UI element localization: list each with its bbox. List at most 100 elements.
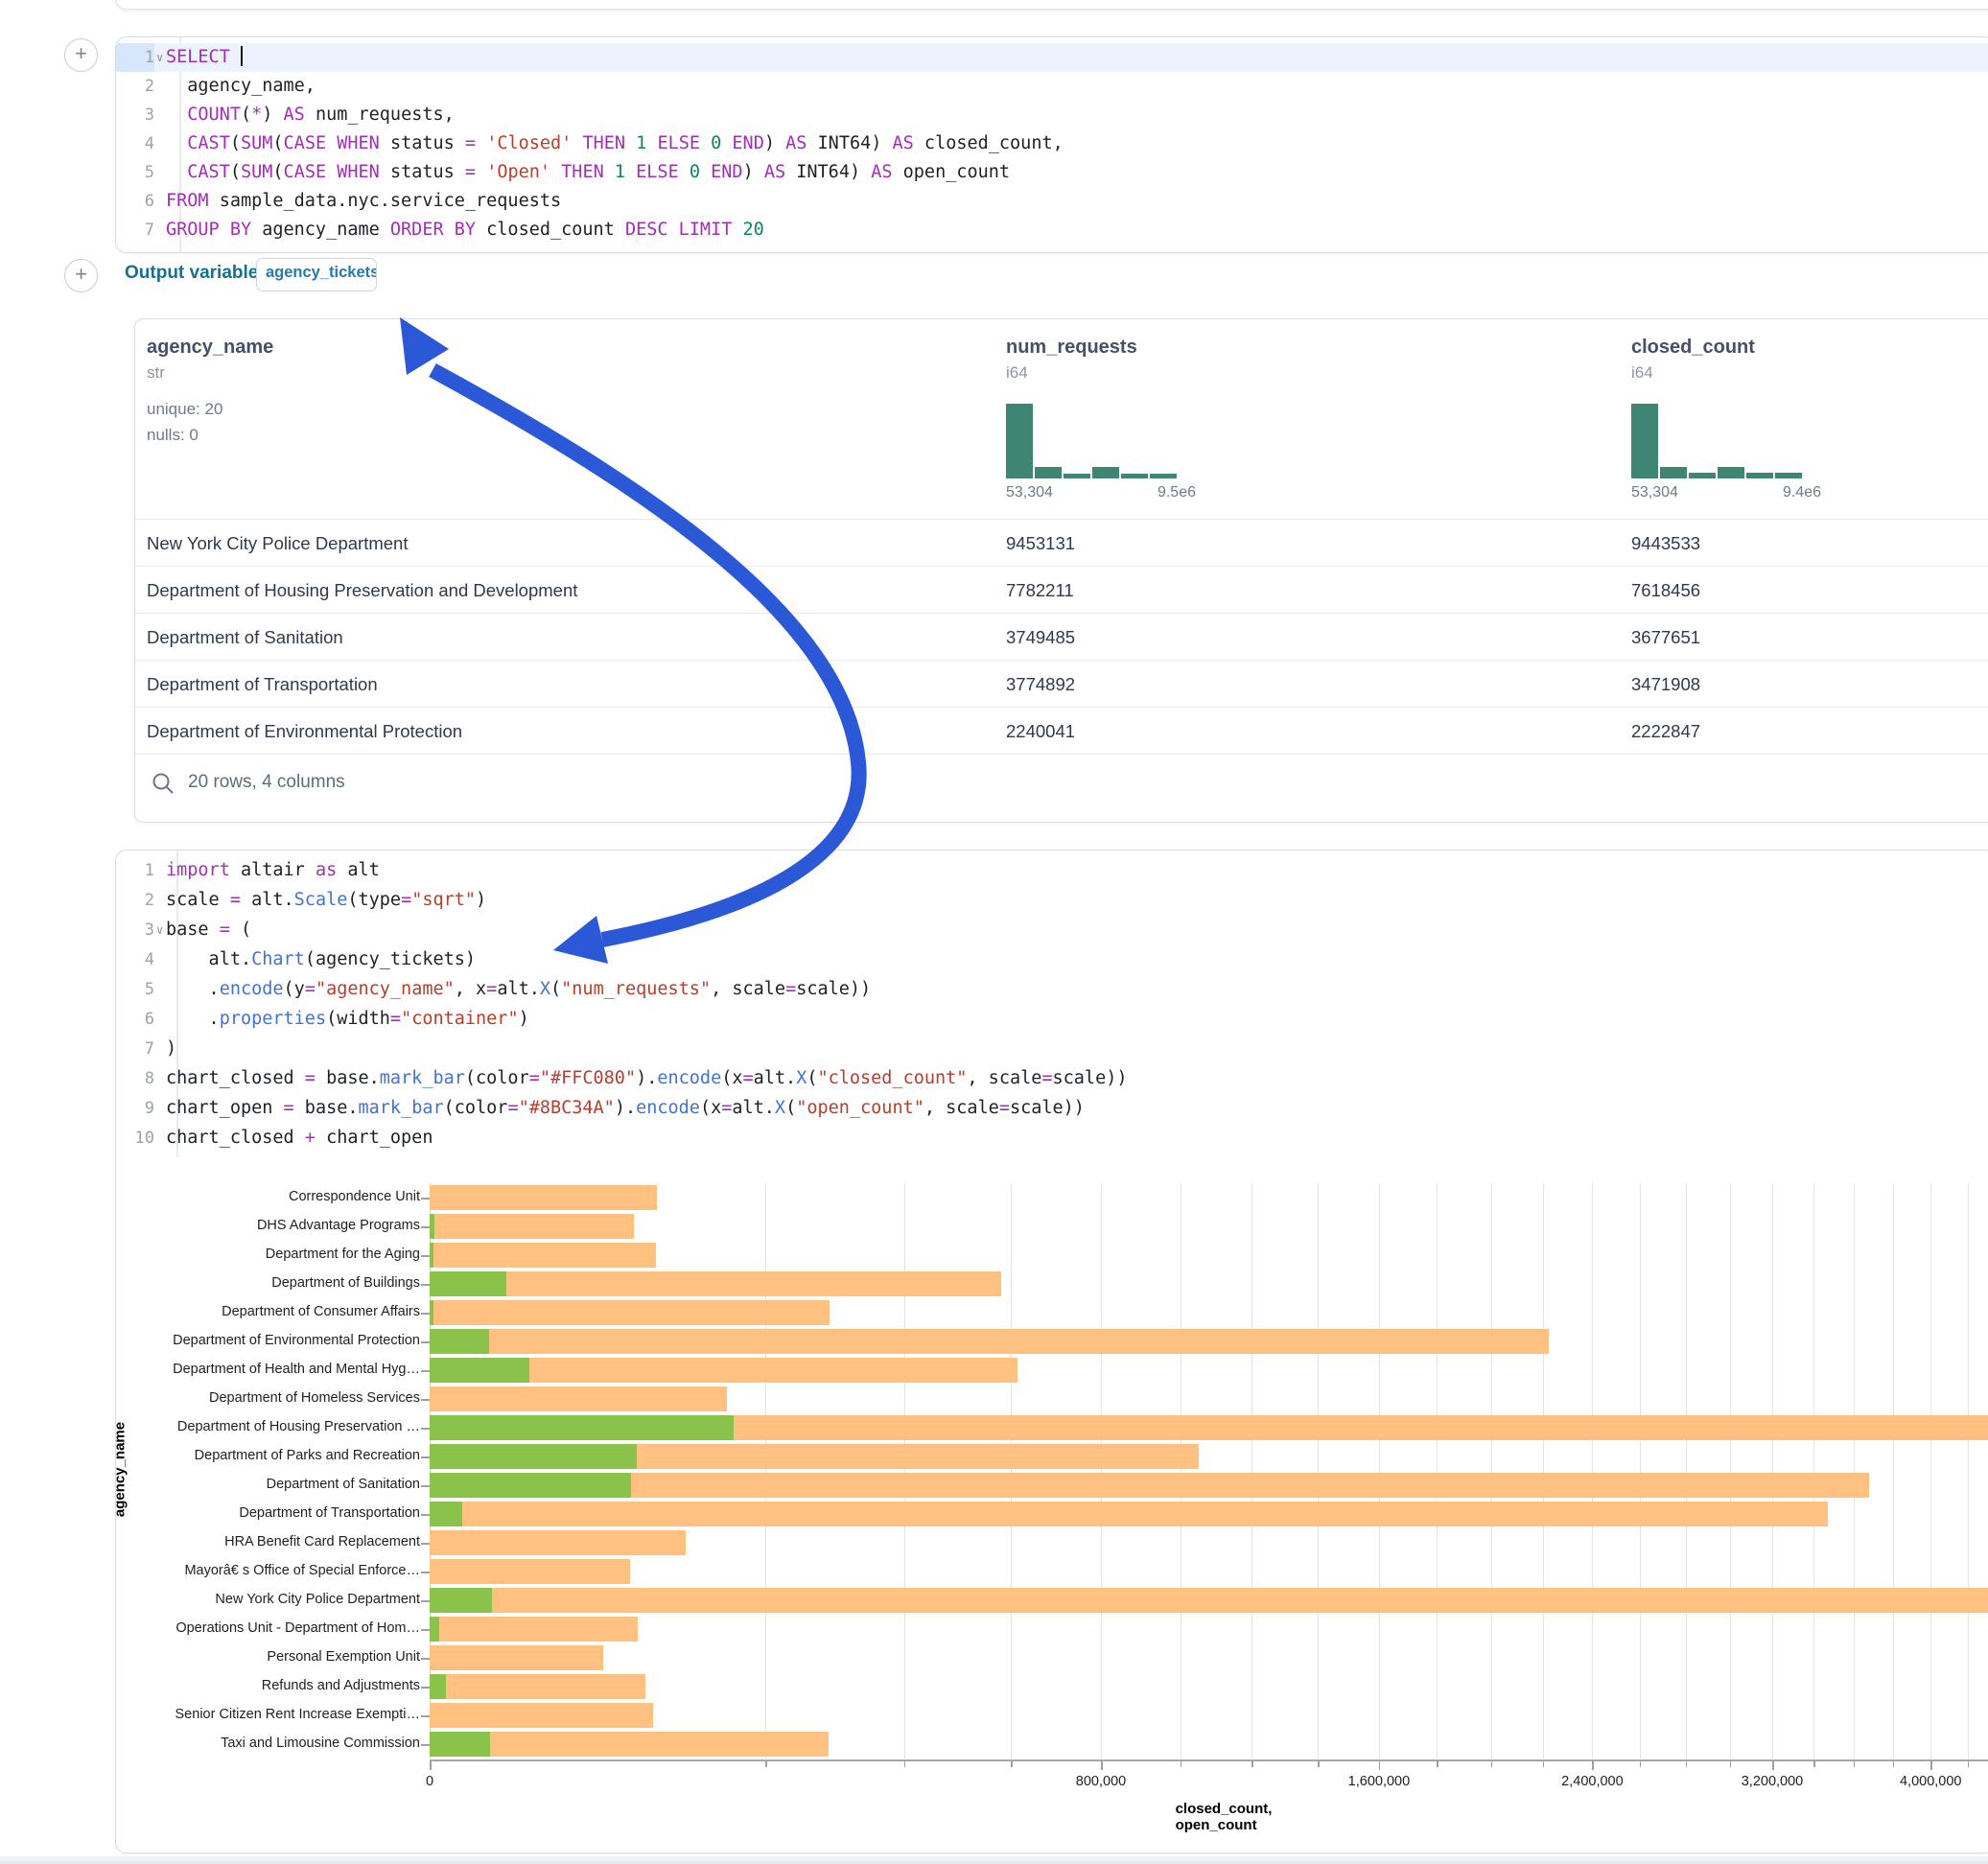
code-line[interactable]: 7): [116, 1035, 1988, 1063]
y-tick: [421, 1284, 430, 1286]
code-line[interactable]: 1 ∨ SELECT: [116, 43, 1988, 72]
table-row[interactable]: Department of Environmental Protection 22…: [135, 707, 1988, 755]
add-cell-button-top[interactable]: +: [64, 38, 98, 72]
column-header-agency_name[interactable]: agency_name: [147, 337, 274, 358]
code-line[interactable]: 9 chart_open = base.mark_bar(color="#8BC3…: [116, 1094, 1988, 1123]
code-line[interactable]: 1 import altair as alt: [116, 856, 1988, 885]
code-line[interactable]: 7 GROUP BY agency_name ORDER BY closed_co…: [116, 216, 1988, 245]
open_count-bar[interactable]: [430, 1329, 490, 1354]
previous-cell-edge: [115, 0, 1988, 10]
histogram-bar: [1035, 467, 1062, 478]
code-token: INT64): [785, 162, 872, 182]
closed_count-bar[interactable]: [430, 1329, 1549, 1354]
add-cell-button-output[interactable]: +: [64, 259, 98, 292]
closed_count-bar[interactable]: [430, 1473, 1869, 1498]
column-histogram[interactable]: [1631, 404, 1802, 478]
table-row[interactable]: Department of Transportation 3774892 34719…: [135, 660, 1988, 708]
code-token: scale: [166, 890, 230, 910]
open_count-bar[interactable]: [430, 1243, 434, 1268]
table-cell: 7618456: [1631, 580, 1701, 600]
table-cell: 9453131: [1006, 533, 1076, 553]
code-token: mark_bar: [379, 1068, 465, 1088]
gridline: [1378, 1183, 1380, 1759]
open_count-bar[interactable]: [430, 1415, 734, 1440]
code-token: base: [166, 920, 220, 940]
open_count-bar[interactable]: [430, 1300, 434, 1325]
code-fold-chevron-icon[interactable]: ∨: [156, 51, 164, 64]
code-token: 0: [689, 162, 700, 182]
code-line[interactable]: 3 ∨ base = (: [116, 916, 1988, 944]
code-fold-chevron-icon[interactable]: ∨: [156, 923, 164, 937]
python-cell: 1 import altair as alt 2 scale = alt.Scale(…: [112, 850, 1988, 1853]
open_count-bar[interactable]: [430, 1617, 439, 1642]
closed_count-bar[interactable]: [430, 1732, 829, 1757]
code-token: status: [379, 133, 465, 153]
table-row[interactable]: New York City Police Department 9453131 94…: [135, 519, 1988, 567]
code-line[interactable]: 6 FROM sample_data.nyc.service_requests: [116, 187, 1988, 216]
closed_count-bar[interactable]: [430, 1645, 603, 1670]
table-cell: 3774892: [1006, 674, 1076, 694]
output-variable-chip[interactable]: agency_tickets: [256, 258, 377, 291]
table-row[interactable]: Department of Sanitation 3749485 3677651: [135, 613, 1988, 661]
search-icon[interactable]: [151, 771, 175, 796]
code-line[interactable]: 10 chart_closed + chart_open: [116, 1124, 1988, 1153]
x-minor-tick: [903, 1761, 906, 1767]
code-line[interactable]: 4 CAST(SUM(CASE WHEN status = 'Closed' T…: [116, 129, 1988, 158]
open_count-bar[interactable]: [430, 1358, 529, 1383]
code-token: ).: [614, 1098, 637, 1118]
open_count-bar[interactable]: [430, 1588, 493, 1613]
code-token: , scale: [967, 1068, 1042, 1088]
open_count-bar[interactable]: [430, 1214, 434, 1239]
code-token: (y: [283, 979, 305, 999]
open_count-bar[interactable]: [430, 1674, 447, 1699]
code-line[interactable]: 2 agency_name,: [116, 72, 1988, 101]
code-line[interactable]: 6 .properties(width="container"): [116, 1005, 1988, 1034]
sql-cell: 1 ∨ SELECT 2 agency_name, 3 COUNT(*) AS num…: [115, 36, 1988, 253]
closed_count-bar[interactable]: [430, 1530, 686, 1555]
histogram-range-labels: 53,304 9.5e6: [1006, 484, 1196, 501]
open_count-bar[interactable]: [430, 1732, 491, 1757]
code-line[interactable]: 4 alt.Chart(agency_tickets): [116, 945, 1988, 974]
closed_count-bar[interactable]: [430, 1243, 657, 1268]
sql-code-editor[interactable]: 1 ∨ SELECT 2 agency_name, 3 COUNT(*) AS num…: [116, 37, 1988, 252]
closed_count-bar[interactable]: [430, 1674, 646, 1699]
open_count-bar[interactable]: [430, 1473, 631, 1498]
closed_count-bar[interactable]: [430, 1617, 639, 1642]
closed_count-bar[interactable]: [430, 1588, 1988, 1613]
closed_count-bar[interactable]: [430, 1271, 1002, 1296]
open_count-bar[interactable]: [430, 1271, 506, 1296]
closed_count-bar[interactable]: [430, 1185, 658, 1210]
code-line[interactable]: 5 .encode(y="agency_name", x=alt.X("num_…: [116, 975, 1988, 1004]
code-token: [700, 133, 711, 153]
line-number: 6: [144, 192, 154, 211]
code-line[interactable]: 2 scale = alt.Scale(type="sqrt"): [116, 886, 1988, 915]
table-row[interactable]: Department of Housing Preservation and D…: [135, 566, 1988, 614]
histogram-min-label: 53,304: [1631, 484, 1678, 501]
closed_count-bar[interactable]: [430, 1703, 654, 1728]
code-token: "sqrt": [411, 890, 477, 910]
histogram-max-label: 9.5e6: [1157, 484, 1196, 501]
closed_count-bar[interactable]: [430, 1502, 1829, 1526]
closed_count-bar[interactable]: [430, 1300, 830, 1325]
code-line[interactable]: 5 CAST(SUM(CASE WHEN status = 'Open' THE…: [116, 158, 1988, 187]
column-header-num_requests[interactable]: num_requests: [1006, 337, 1137, 358]
code-token: =: [401, 890, 412, 910]
code-token: encode: [636, 1098, 700, 1118]
python-code-editor[interactable]: 1 import altair as alt 2 scale = alt.Scale(…: [116, 850, 1988, 1157]
code-token: AS: [892, 133, 914, 153]
open_count-bar[interactable]: [430, 1502, 463, 1526]
code-token: 0: [711, 133, 722, 153]
code-token: [476, 133, 486, 153]
closed_count-bar[interactable]: [430, 1386, 728, 1411]
closed_count-bar[interactable]: [430, 1214, 634, 1239]
gridline: [1813, 1183, 1815, 1759]
code-token: (: [550, 979, 562, 999]
column-histogram[interactable]: [1006, 404, 1177, 478]
code-line[interactable]: 8 chart_closed = base.mark_bar(color="#FF…: [116, 1064, 1988, 1093]
code-token: INT64): [807, 133, 893, 153]
closed_count-bar[interactable]: [430, 1559, 630, 1584]
x-minor-tick: [1437, 1761, 1438, 1767]
code-line[interactable]: 3 COUNT(*) AS num_requests,: [116, 101, 1988, 129]
column-header-closed_count[interactable]: closed_count: [1631, 337, 1755, 358]
open_count-bar[interactable]: [430, 1444, 637, 1469]
